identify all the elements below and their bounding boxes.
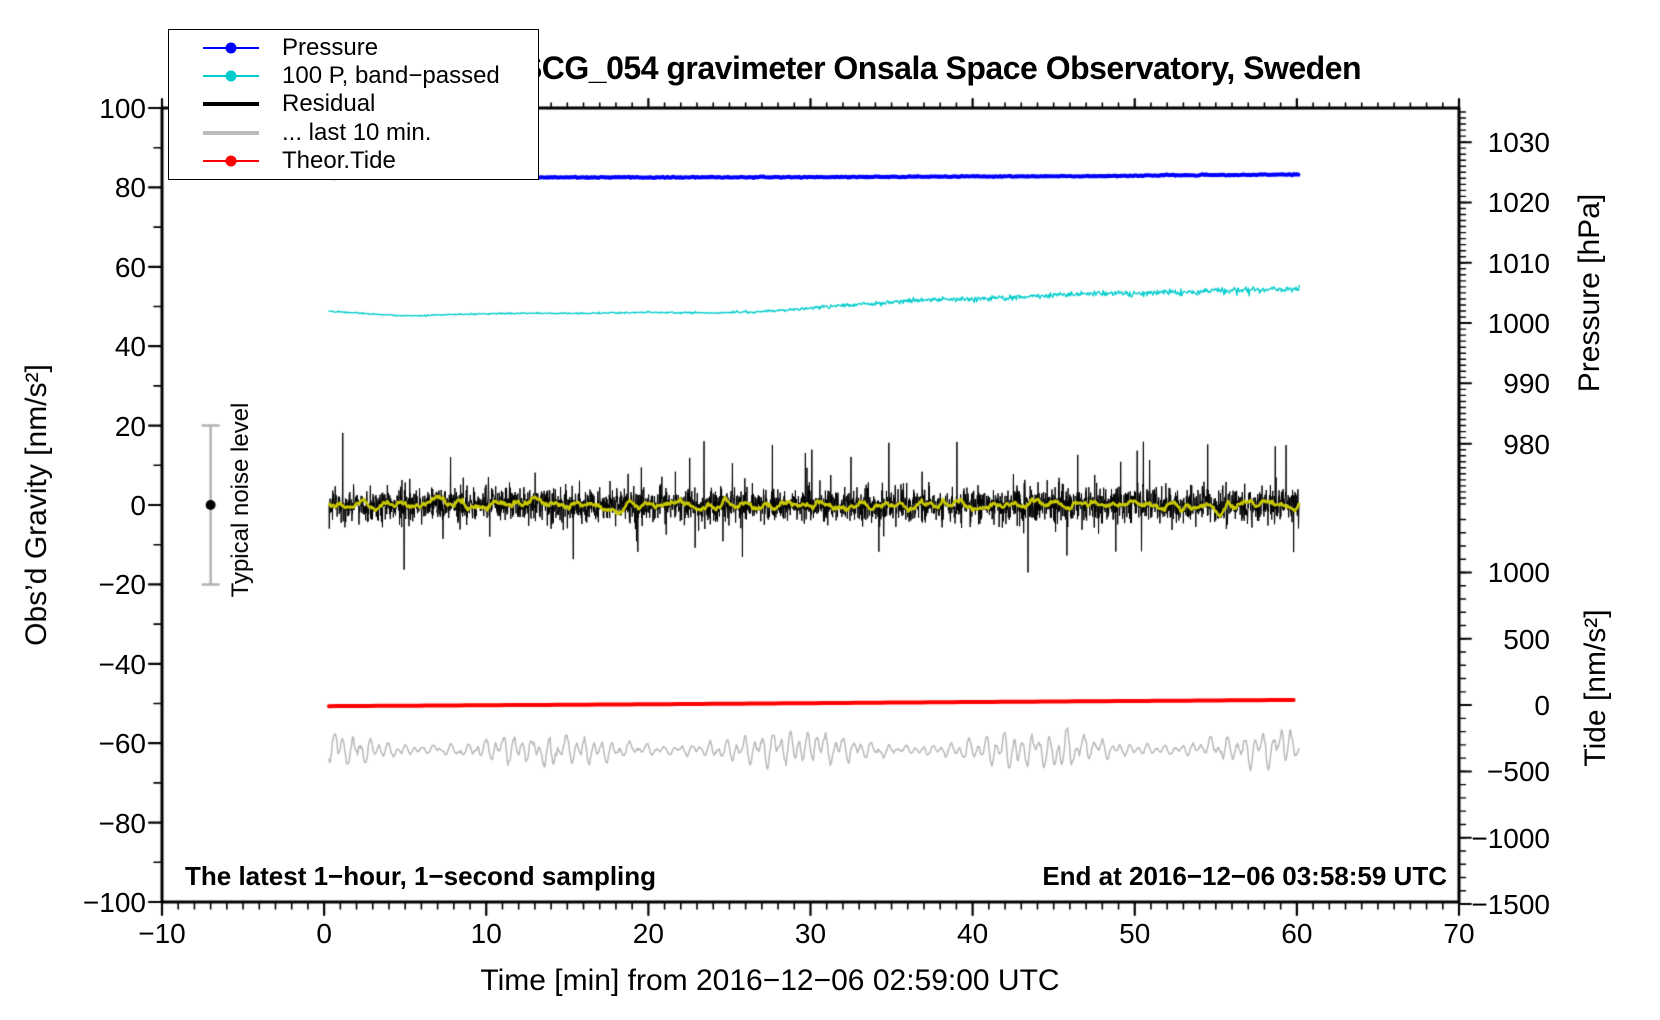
legend-item-label: Residual (282, 90, 376, 118)
x-tick-label: 0 (316, 918, 332, 949)
y-axis-label-tide: Tide [nm/s²] (1579, 609, 1612, 767)
legend-item-label: Pressure (282, 33, 379, 61)
legend: Pressure 100 P, band−passed Residual... la… (168, 29, 539, 180)
legend-line-sample (203, 126, 259, 139)
y-left-tick-label: −20 (98, 569, 147, 601)
x-tick-label: −10 (138, 918, 186, 949)
legend-line-sample (203, 155, 259, 168)
pressure-tick-label: 1020 (1487, 187, 1550, 219)
legend-item-label: 100 P, band−passed (282, 62, 500, 90)
tide-tick-label: 500 (1503, 623, 1550, 655)
x-tick-label: 50 (1119, 918, 1151, 949)
y-left-tick-label: 80 (114, 172, 146, 204)
y-left-tick-label: 100 (99, 93, 146, 124)
y-left-tick-label: −40 (98, 648, 147, 680)
pressure-tick-label: 1000 (1487, 308, 1550, 340)
y-left-tick-label: 60 (114, 251, 146, 283)
tide-tick-label: −500 (1486, 756, 1550, 788)
y-left-tick-label: 20 (114, 410, 146, 442)
legend-marker-dot (225, 155, 237, 167)
legend-item-label: Theor.Tide (282, 147, 396, 175)
legend-item: 100 P, band−passed (169, 62, 538, 90)
tide-tick-label: −1500 (1471, 888, 1550, 920)
legend-item-label: ... last 10 min. (282, 118, 432, 146)
tide-tick-label: −1000 (1471, 822, 1550, 854)
y-left-tick-label: −80 (98, 807, 147, 839)
legend-line-sample (203, 98, 259, 111)
noise-level-label: Typical noise level (227, 402, 254, 598)
x-axis-label: Time [min] from 2016−12−06 02:59:00 UTC (480, 964, 1060, 997)
legend-item: Pressure (169, 34, 538, 61)
legend-line-sample (203, 41, 259, 54)
chart-title: SCG_054 gravimeter Onsala Space Observat… (520, 50, 1362, 86)
y-left-tick-label: 40 (114, 331, 146, 363)
x-tick-label: 60 (1281, 918, 1313, 949)
x-tick-label: 70 (1443, 918, 1475, 949)
legend-item: ... last 10 min. (169, 119, 538, 146)
tide-tick-label: 0 (1534, 690, 1550, 722)
pressure-tick-label: 990 (1503, 368, 1550, 400)
legend-marker-dot (225, 42, 237, 54)
y-axis-label-pressure: Pressure [hPa] (1573, 193, 1606, 393)
x-tick-label: 10 (470, 918, 502, 949)
tide-tick-label: 1000 (1487, 557, 1550, 589)
pressure-tick-label: 1030 (1487, 127, 1550, 159)
y-left-tick-label: 0 (130, 490, 146, 521)
x-tick-label: 30 (794, 918, 827, 949)
y-left-tick-label: −100 (82, 887, 146, 918)
legend-item: Theor.Tide (169, 147, 538, 175)
legend-line-sample (203, 70, 259, 83)
y-left-tick-label: −60 (98, 728, 147, 760)
legend-marker-dot (225, 70, 237, 82)
legend-item: Residual (169, 90, 538, 118)
x-tick-label: 40 (957, 918, 989, 949)
end-annotation: End at 2016−12−06 03:58:59 UTC (1042, 861, 1447, 891)
sampling-annotation: The latest 1−hour, 1−second sampling (185, 861, 657, 891)
pressure-tick-label: 1010 (1487, 247, 1550, 279)
pressure-tick-label: 980 (1503, 428, 1550, 460)
x-tick-label: 20 (632, 918, 664, 949)
